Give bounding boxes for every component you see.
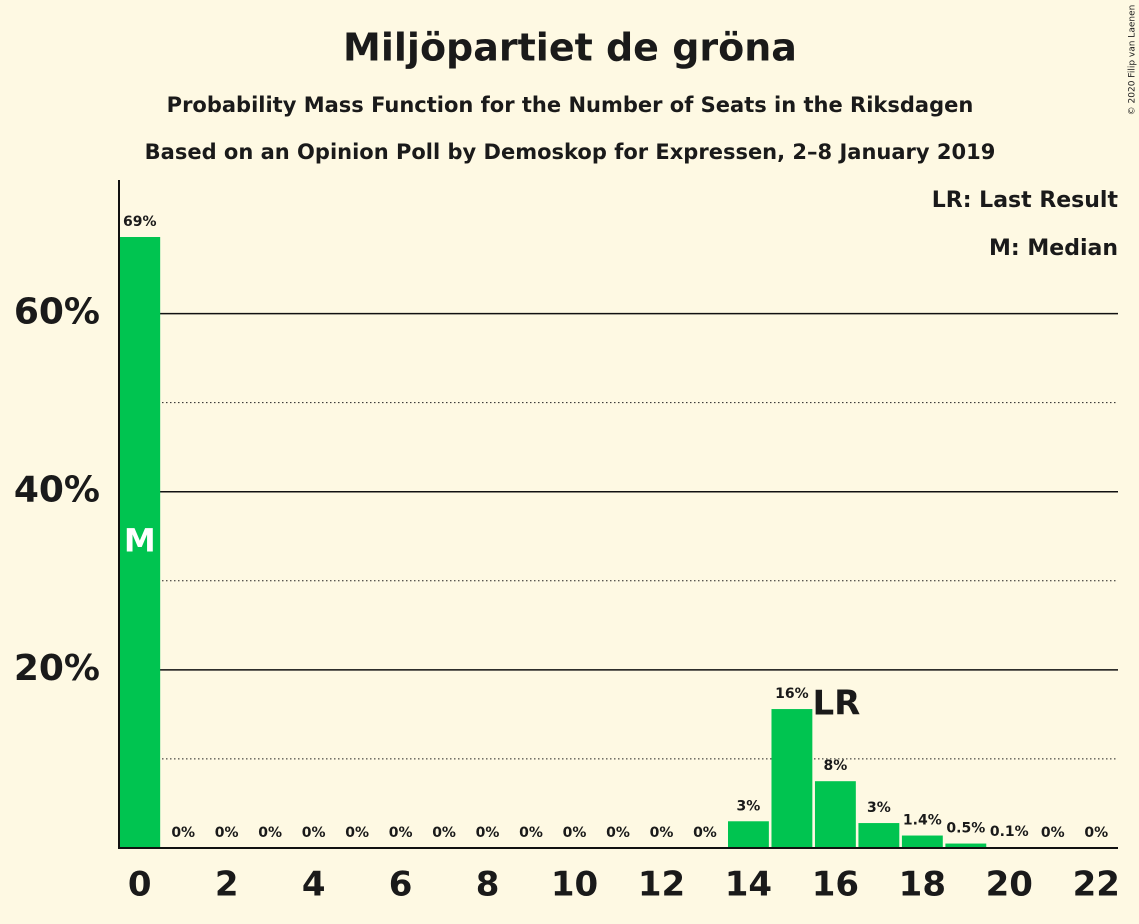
legend-entry: M: Median: [989, 236, 1118, 261]
value-label: 0%: [215, 825, 239, 841]
value-label: 0%: [258, 825, 282, 841]
value-label: 0%: [519, 825, 543, 841]
x-tick-label: 6: [389, 865, 413, 905]
chart-title: Miljöpartiet de gröna: [343, 26, 797, 70]
value-label: 69%: [123, 214, 157, 230]
value-label: 0%: [606, 825, 630, 841]
x-tick-label: 10: [551, 865, 598, 905]
value-label: 0%: [171, 825, 195, 841]
value-label: 0%: [1041, 825, 1065, 841]
value-label: 0%: [650, 825, 674, 841]
x-tick-label: 12: [638, 865, 685, 905]
bar: [771, 709, 813, 848]
x-tick-label: 20: [986, 865, 1033, 905]
chart-subtitle: Probability Mass Function for the Number…: [167, 93, 974, 117]
value-label: 0%: [693, 825, 717, 841]
y-tick-label: 60%: [14, 292, 100, 333]
value-label: 0%: [302, 825, 326, 841]
bar: [901, 835, 943, 848]
x-tick-label: 14: [725, 865, 772, 905]
value-label: 8%: [824, 758, 848, 774]
value-label: 0%: [345, 825, 369, 841]
median-marker: M: [124, 522, 156, 560]
x-tick-label: 2: [215, 865, 239, 905]
bar: [814, 781, 856, 848]
value-label: 0%: [1084, 825, 1108, 841]
value-label: 3%: [737, 798, 761, 814]
x-tick-label: 0: [128, 865, 152, 905]
y-tick-label: 20%: [14, 648, 100, 689]
bar: [728, 821, 769, 848]
value-label: 0.5%: [946, 821, 985, 837]
copyright: © 2020 Filip van Laenen: [1128, 5, 1138, 116]
bar: [119, 237, 161, 848]
y-tick-label: 40%: [14, 470, 100, 511]
value-label: 0%: [389, 825, 413, 841]
x-tick-label: 18: [899, 865, 946, 905]
x-tick-label: 22: [1073, 865, 1120, 905]
value-label: 0%: [432, 825, 456, 841]
x-tick-label: 8: [476, 865, 500, 905]
chart-subtitle: Based on an Opinion Poll by Demoskop for…: [145, 140, 996, 164]
value-label: 1.4%: [903, 813, 942, 829]
last-result-marker: LR: [812, 684, 860, 724]
value-label: 3%: [867, 800, 891, 816]
x-tick-label: 16: [812, 865, 859, 905]
bar: [945, 843, 987, 848]
value-label: 16%: [775, 686, 809, 702]
value-label: 0%: [563, 825, 587, 841]
x-tick-label: 4: [302, 865, 326, 905]
bar: [858, 823, 900, 848]
value-label: 0.1%: [990, 824, 1029, 840]
legend-entry: LR: Last Result: [932, 188, 1119, 213]
value-label: 0%: [476, 825, 500, 841]
